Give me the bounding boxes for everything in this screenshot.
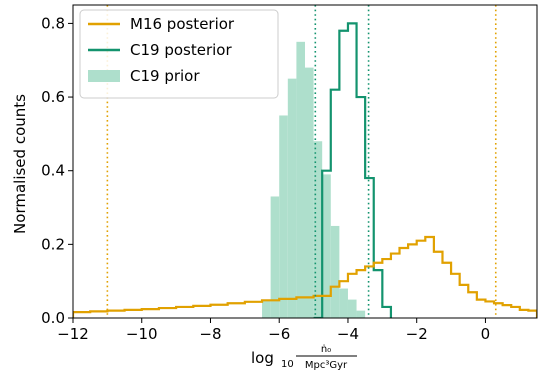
series-c19-posterior	[313, 22, 393, 318]
bar-c19-prior	[279, 115, 288, 318]
y-axis: 0.0 0.2 0.4 0.6 0.8	[41, 14, 73, 327]
legend-label-c19-prior: C19 prior	[130, 67, 200, 85]
bar-c19-prior	[270, 196, 280, 318]
bar-c19-prior	[330, 225, 340, 318]
plot-inner	[73, 5, 537, 318]
x-tick-label: −2	[406, 325, 428, 343]
bar-c19-prior	[287, 78, 297, 318]
x-label-denominator: Mpc³Gyr	[305, 360, 348, 371]
plot-frame	[72, 4, 538, 319]
bar-c19-prior	[356, 310, 366, 318]
x-axis: −12 −10 −8 −6 −4 −2 0	[57, 318, 490, 343]
x-tick-label: 0	[481, 325, 491, 343]
bar-c19-prior	[313, 141, 323, 318]
legend-swatch-c19-prior	[88, 70, 120, 82]
x-label-numerator: ṅ₀	[321, 344, 331, 355]
x-label-subscript: 10	[281, 359, 294, 370]
bar-c19-prior	[347, 299, 357, 318]
plot-area	[72, 4, 538, 319]
x-axis-label: log 10 ṅ₀ Mpc³Gyr	[251, 344, 357, 371]
legend-box	[79, 9, 279, 99]
y-tick-label: 0.4	[41, 162, 65, 180]
x-tick-label: −8	[199, 325, 221, 343]
y-tick-label: 0.2	[41, 235, 65, 253]
bar-c19-prior	[305, 67, 314, 318]
x-tick-label: −10	[126, 325, 158, 343]
series-m16-posterior	[73, 235, 537, 318]
legend-label-m16-posterior: M16 posterior	[130, 15, 235, 33]
x-label-prefix: log	[251, 349, 274, 367]
x-tick-label: −4	[337, 325, 359, 343]
y-tick-label: 0.0	[41, 309, 65, 327]
x-tick-label: −12	[57, 325, 89, 343]
bar-c19-prior	[262, 299, 271, 318]
legend-label-c19-posterior: C19 posterior	[130, 41, 232, 59]
y-axis-label: Normalised counts	[11, 94, 29, 234]
bar-c19-prior	[339, 288, 348, 318]
legend: M16 posterior C19 posterior C19 prior	[79, 9, 279, 99]
y-tick-label: 0.6	[41, 88, 65, 106]
bar-c19-prior	[322, 174, 331, 318]
bar-c19-prior	[296, 41, 305, 318]
y-tick-label: 0.8	[41, 14, 65, 32]
x-tick-label: −6	[268, 325, 290, 343]
